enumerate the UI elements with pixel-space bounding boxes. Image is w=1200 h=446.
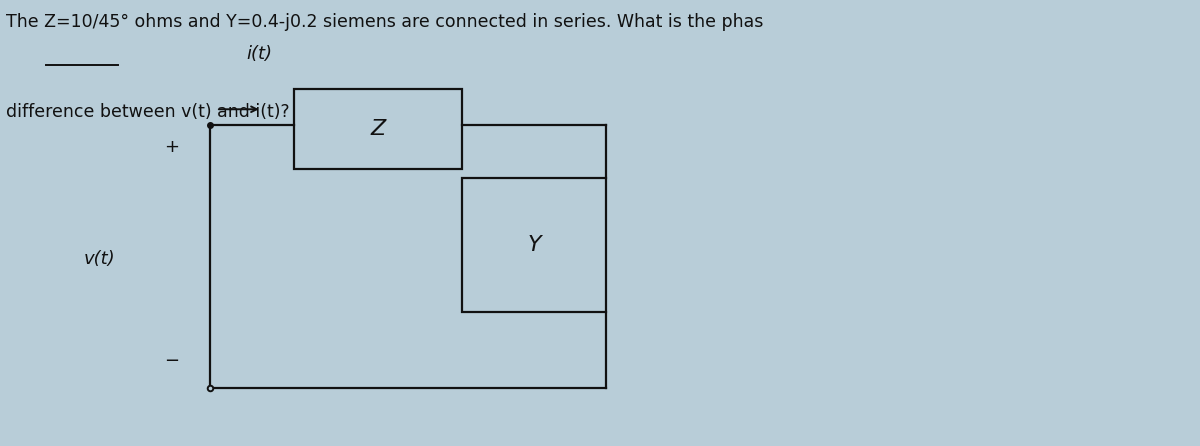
Bar <box>294 89 462 169</box>
Text: Z: Z <box>371 120 385 139</box>
Text: v(t): v(t) <box>84 250 115 268</box>
Text: +: + <box>164 138 179 156</box>
Bar <box>462 178 606 312</box>
Text: The Z=10/45° ohms and Y=0.4-j0.2 siemens are connected in series. What is the ph: The Z=10/45° ohms and Y=0.4-j0.2 siemens… <box>6 13 763 31</box>
Text: Y: Y <box>527 235 541 255</box>
Text: i(t): i(t) <box>246 45 272 62</box>
Text: −: − <box>164 352 179 370</box>
Text: difference between v(t) and i(t)?: difference between v(t) and i(t)? <box>6 103 289 120</box>
